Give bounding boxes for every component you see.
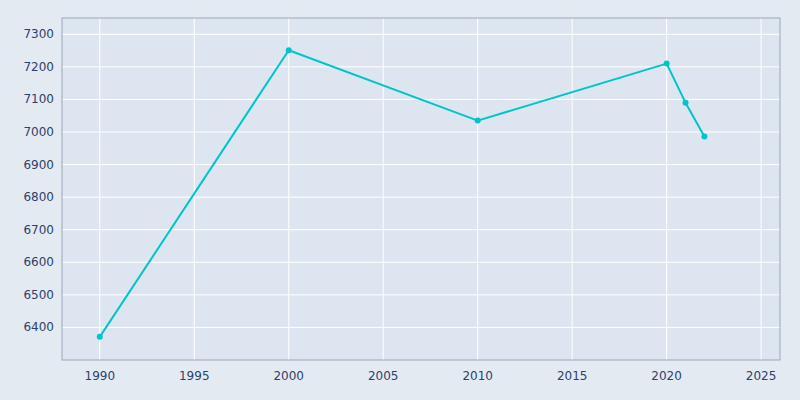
grid-line-x	[477, 18, 478, 360]
grid-line-y	[62, 34, 780, 35]
x-tick-label: 2015	[557, 369, 588, 383]
y-tick-label: 6400	[23, 320, 54, 334]
x-tick-label: 2025	[746, 369, 777, 383]
y-tick-label: 6800	[23, 190, 54, 204]
grid-line-x	[383, 18, 384, 360]
plot-frame	[62, 18, 780, 360]
x-tick-label: 1995	[179, 369, 210, 383]
series	[97, 47, 708, 340]
y-tick-label: 7100	[23, 92, 54, 106]
grid-line-x	[194, 18, 195, 360]
grid-line-x	[572, 18, 573, 360]
grid-line-x	[99, 18, 100, 360]
x-tick-label: 2000	[273, 369, 304, 383]
grid-line-x	[288, 18, 289, 360]
grid	[62, 18, 780, 360]
chart: 1990 1995 2000 2005 2010 2015 2020 2025 6400 6500…	[0, 0, 800, 400]
y-tick-label: 6600	[23, 255, 54, 269]
grid-line-y	[62, 262, 780, 263]
y-tick-label: 7300	[23, 27, 54, 41]
grid-line-y	[62, 66, 780, 67]
plot-area	[62, 18, 780, 360]
y-tick-label: 7200	[23, 60, 54, 74]
grid-line-y	[62, 294, 780, 295]
grid-line-x	[666, 18, 667, 360]
grid-line-y	[62, 164, 780, 165]
point	[475, 118, 481, 124]
background	[0, 0, 800, 400]
grid-line-y	[62, 327, 780, 328]
tick-labels: 1990 1995 2000 2005 2010 2015 2020 2025 6400 6500…	[23, 27, 776, 383]
point	[97, 334, 103, 340]
point	[683, 100, 689, 106]
y-tick-label: 6500	[23, 288, 54, 302]
point	[701, 134, 707, 140]
chart-container: 1990 1995 2000 2005 2010 2015 2020 2025 6400 6500…	[0, 0, 800, 400]
x-tick-label: 2010	[462, 369, 493, 383]
grid-line-x	[761, 18, 762, 360]
grid-line-y	[62, 132, 780, 133]
y-tick-label: 7000	[23, 125, 54, 139]
x-tick-label: 1990	[85, 369, 116, 383]
y-tick-label: 6900	[23, 158, 54, 172]
x-tick-label: 2005	[368, 369, 399, 383]
point	[286, 47, 292, 53]
point	[664, 61, 670, 67]
y-tick-label: 6700	[23, 223, 54, 237]
x-tick-label: 2020	[651, 369, 682, 383]
grid-line-y	[62, 197, 780, 198]
line	[100, 50, 705, 337]
